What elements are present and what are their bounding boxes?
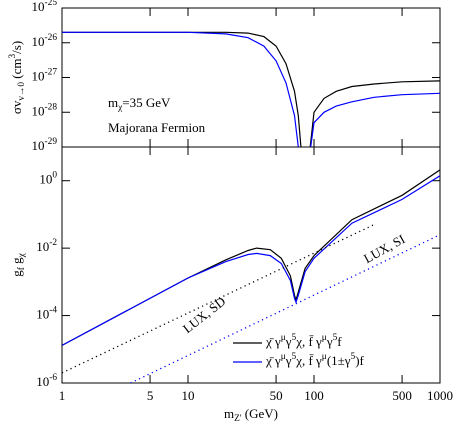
x-tick-label: 5 — [147, 388, 154, 403]
plot-area — [62, 169, 440, 383]
line-label: LUX, SD — [180, 294, 229, 337]
series-line — [62, 169, 440, 346]
legend-label: χ̄ γμγ5χ, f̄ γμγ5f — [265, 333, 342, 349]
x-tick-label: 50 — [270, 388, 283, 403]
x-tick-label: 1000 — [427, 388, 453, 403]
bottom-frame — [61, 146, 441, 384]
annotation: mχ=35 GeV — [108, 95, 171, 113]
plot-area — [62, 31, 440, 147]
y-tick-label: 10-4 — [36, 306, 57, 322]
y-tick-label: 10-25 — [32, 0, 58, 14]
y-tick-label: 10-27 — [32, 68, 58, 84]
x-tick-label: 1 — [59, 388, 66, 403]
x-tick-label: 10 — [182, 388, 195, 403]
y-tick-label: 10-2 — [36, 238, 57, 254]
series-line — [130, 234, 440, 383]
x-tick-label: 100 — [304, 388, 324, 403]
line-label: LUX, SI — [361, 231, 407, 266]
y-axis-label: σvv→0 (cm3/s) — [8, 41, 27, 114]
y-axis-label: gf gχ — [9, 252, 27, 276]
series-line — [62, 31, 440, 147]
y-tick-label: 100 — [39, 171, 57, 187]
series-line — [62, 175, 440, 346]
series-line — [62, 31, 440, 147]
y-tick-label: 10-28 — [32, 102, 58, 118]
annotation: Majorana Fermion — [108, 120, 206, 135]
x-tick-label: 500 — [392, 388, 412, 403]
x-axis-label: mZ' (GeV) — [224, 406, 278, 424]
y-tick-label: 10-26 — [32, 33, 58, 49]
legend-label: χ̄ γμγ5χ, f̄ γμ(1±γ5)f — [265, 352, 365, 368]
y-tick-label: 10-6 — [36, 373, 57, 389]
series-line — [62, 224, 375, 374]
y-tick-label: 10-29 — [32, 137, 58, 153]
